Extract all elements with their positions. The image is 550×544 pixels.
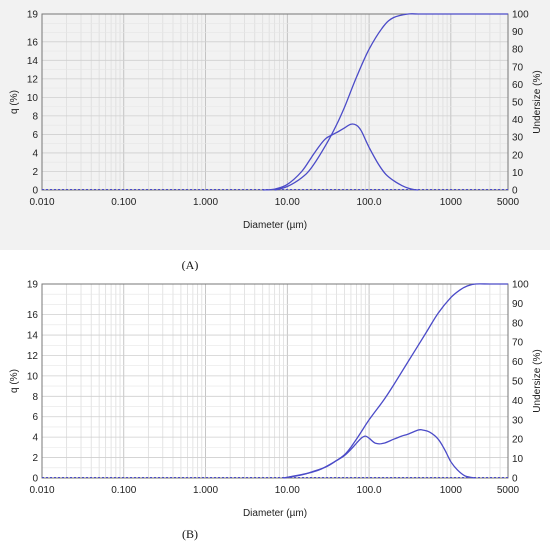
chart-a-x-axis-label: Diameter (µm)	[243, 220, 307, 231]
chart-b-y-right-tick-label: 90	[512, 299, 524, 310]
chart-b-y-right-tick-label: 0	[512, 474, 518, 485]
chart-a-y-left-tick-label: 19	[27, 10, 39, 21]
chart-b-y-right-tick-label: 50	[512, 377, 524, 388]
chart-a-y-right-tick-label: 30	[512, 133, 524, 144]
chart-b-y-left-tick-label: 12	[27, 351, 39, 362]
chart-a-y-left-tick-label: 16	[27, 37, 39, 48]
chart-b-y-left-tick-label: 4	[32, 433, 38, 444]
chart-a-y-left-tick-label: 0	[32, 186, 38, 197]
chart-panel-a: 0 2 4 6 8 10 12 14 16 19 0 10 20 30 40 50 60 70 80 90 100 0.0…	[0, 0, 550, 250]
chart-b-x-tick-label: 1000	[440, 485, 463, 496]
chart-b-y-left-tick-label: 16	[27, 310, 39, 321]
chart-b-y-right-tick-label: 60	[512, 357, 524, 368]
chart-a-y-right-tick-label: 20	[512, 150, 524, 161]
chart-b-x-tick-label: 10.00	[275, 485, 300, 496]
chart-b-y-left-tick-label: 10	[27, 371, 39, 382]
chart-a-series-q-line	[262, 123, 419, 191]
chart-a-x-tick-label: 5000	[497, 197, 520, 208]
chart-a-y-right-tick-label: 100	[512, 10, 529, 21]
chart-a-y-left-tick-label: 4	[32, 148, 38, 159]
chart-b-y-right-tick-label: 100	[512, 280, 529, 291]
chart-a-y-left-tick-label: 14	[27, 56, 39, 67]
chart-a-x-tick-label: 0.100	[111, 197, 136, 208]
chart-b-series-undersize-line	[283, 283, 508, 479]
chart-a-y-left-tick-label: 10	[27, 93, 39, 104]
chart-b-y-right-tick-label: 30	[512, 415, 524, 426]
chart-panel-b: 0 2 4 6 8 10 12 14 16 19 0 10 20 30 40 50 60 70 80 90 100 0.0…	[0, 271, 550, 519]
chart-b-y-left-tick-label: 8	[32, 392, 38, 403]
caption-b: (B)	[182, 527, 198, 541]
chart-b-y-right-tick-label: 10	[512, 454, 524, 465]
chart-a-y-right-axis-label: Undersize (%)	[532, 70, 543, 133]
chart-a-x-tick-label: 0.010	[29, 197, 54, 208]
chart-a-y-left-axis-label: q (%)	[9, 90, 20, 114]
chart-a-x-tick-label: 1000	[440, 197, 463, 208]
chart-b-x-tick-label: 1.000	[193, 485, 218, 496]
chart-a-y-right-tick-label: 70	[512, 62, 524, 73]
chart-b-svg: 0 2 4 6 8 10 12 14 16 19 0 10 20 30 40 50 60 70 80 90 100 0.0…	[9, 280, 543, 520]
chart-b-y-right-tick-label: 40	[512, 396, 524, 407]
chart-a-series-undersize-line	[274, 13, 508, 191]
chart-b-y-right-tick-label: 70	[512, 338, 524, 349]
chart-b-y-left-tick-label: 2	[32, 453, 38, 464]
chart-a-x-tick-label: 100.0	[357, 197, 382, 208]
chart-b-x-tick-label: 100.0	[357, 485, 382, 496]
chart-b-y-right-tick-label: 80	[512, 318, 524, 329]
chart-a-y-right-tick-label: 60	[512, 80, 524, 91]
chart-a-x-tick-label: 10.00	[275, 197, 300, 208]
chart-a-x-tick-label: 1.000	[193, 197, 218, 208]
chart-a-y-left-tick-label: 12	[27, 74, 39, 85]
chart-b-y-left-tick-label: 6	[32, 412, 38, 423]
chart-a-y-right-tick-label: 40	[512, 115, 524, 126]
chart-b-y-left-axis-label: q (%)	[9, 369, 20, 393]
chart-a-y-right-tick-label: 0	[512, 186, 518, 197]
chart-b-y-right-tick-label: 20	[512, 435, 524, 446]
chart-a-y-right-tick-label: 80	[512, 45, 524, 56]
chart-a-svg: 0 2 4 6 8 10 12 14 16 19 0 10 20 30 40 50 60 70 80 90 100 0.0…	[9, 10, 543, 232]
chart-b-y-left-tick-label: 14	[27, 331, 39, 342]
chart-a-y-left-tick-label: 2	[32, 167, 38, 178]
caption-a: (A)	[181, 258, 199, 272]
chart-b-x-tick-label: 0.010	[29, 485, 54, 496]
chart-b-y-right-axis-label: Undersize (%)	[532, 349, 543, 412]
chart-a-y-right-tick-label: 10	[512, 168, 524, 179]
chart-b-x-tick-label: 5000	[497, 485, 520, 496]
chart-a-y-left-tick-label: 6	[32, 130, 38, 141]
chart-b-y-left-tick-label: 0	[32, 474, 38, 485]
chart-a-y-right-tick-label: 90	[512, 27, 524, 38]
chart-b-x-axis-label: Diameter (µm)	[243, 508, 307, 519]
chart-a-y-left-tick-label: 8	[32, 111, 38, 122]
chart-b-x-tick-label: 0.100	[111, 485, 136, 496]
chart-a-y-right-tick-label: 50	[512, 98, 524, 109]
chart-b-y-left-tick-label: 19	[27, 280, 39, 291]
